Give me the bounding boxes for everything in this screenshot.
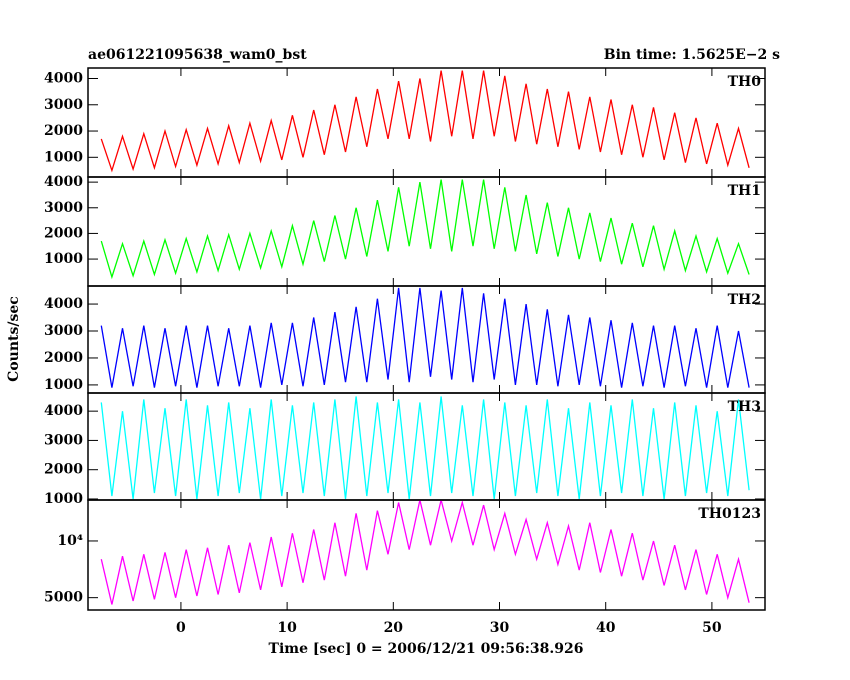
series-line [100, 500, 750, 605]
y-axis-label: Counts/sec [6, 296, 22, 382]
panel-label: TH0 [728, 74, 762, 90]
y-tick-label: 5000 [44, 590, 83, 606]
series-line [100, 287, 750, 388]
y-tick-label: 3000 [44, 97, 83, 113]
series-line [100, 70, 750, 173]
y-tick-label: 3000 [44, 200, 83, 216]
x-axis-label: Time [sec] 0 = 2006/12/21 09:56:38.926 [269, 641, 584, 657]
y-tick-label: 4000 [44, 174, 83, 190]
x-tick-label: 20 [384, 620, 404, 636]
y-tick-label: 3000 [44, 432, 83, 448]
panel-label: TH1 [728, 183, 761, 199]
panel-frame [87, 392, 766, 501]
panel-frame [87, 67, 766, 178]
x-tick-label: 50 [702, 620, 722, 636]
series-line [100, 179, 750, 280]
y-tick-label: 2000 [44, 350, 83, 366]
x-tick-label: 30 [490, 620, 510, 636]
y-tick-label: 3000 [44, 323, 83, 339]
y-tick-label: 4000 [44, 71, 83, 87]
panel-frame [87, 176, 766, 287]
y-tick-label: 1000 [44, 251, 83, 267]
y-tick-label: 4000 [44, 296, 83, 312]
series-line [100, 396, 750, 500]
panel-frame [87, 499, 766, 611]
panel-label: TH0123 [698, 506, 761, 522]
y-tick-label: 2000 [44, 462, 83, 478]
y-tick-label: 2000 [44, 123, 83, 139]
chart-title: ae061221095638_wam0_bst [88, 47, 307, 63]
y-tick-label: 4000 [44, 403, 83, 419]
x-tick-label: 40 [596, 620, 616, 636]
panel-label: TH3 [728, 399, 761, 415]
chart-subtitle: Bin time: 1.5625E−2 s [604, 47, 780, 63]
y-tick-label: 10⁴ [57, 533, 83, 549]
x-tick-label: 0 [176, 620, 186, 636]
y-tick-label: 2000 [44, 225, 83, 241]
y-tick-label: 1000 [44, 377, 83, 393]
panel-label: TH2 [728, 292, 761, 308]
x-tick-label: 10 [277, 620, 297, 636]
y-tick-label: 1000 [44, 491, 83, 507]
y-tick-label: 1000 [44, 149, 83, 165]
